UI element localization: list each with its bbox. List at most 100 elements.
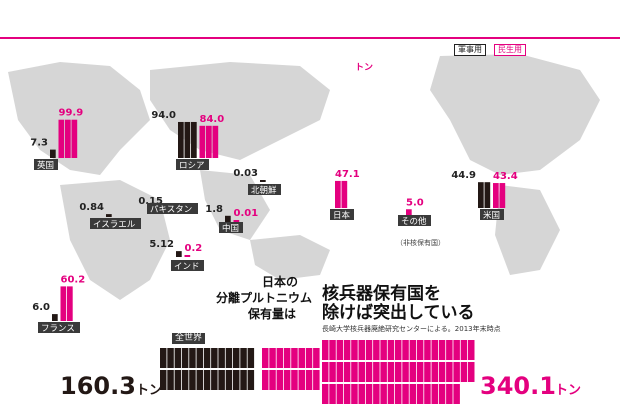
world-label: 全世界 [172,333,206,344]
bar-civilian-col-0 [335,180,341,208]
barrel-military [167,348,174,368]
value-label-military: 44.9 [451,170,476,181]
country-label-bg [34,159,58,170]
barrel-civilian [424,340,431,360]
barrel-military [203,348,211,368]
country-label-bg [219,222,243,233]
value-label-civilian: 60.2 [61,274,86,285]
country-label: パキスタン [150,205,192,215]
barrel-civilian [351,362,358,382]
barrel-military [218,370,225,390]
country-group: 5.12 0.2 インド [149,239,204,272]
other-note: （非核保有国） [396,239,445,247]
country-group: 47.1 日本 [330,169,360,221]
bar-civilian-col-1 [67,286,73,321]
barrel-military [203,370,211,390]
barrel-civilian [402,362,409,382]
value-label-military: 1.8 [205,204,223,215]
map-landmass-4 [250,235,330,280]
map-landmass-6 [495,185,560,275]
country-group: 94.0 84.0 ロシア [151,110,224,171]
barrel-civilian [291,348,298,368]
barrel-civilian [365,340,373,360]
civilian-total-unit: トン [555,383,582,398]
barrel-civilian [276,370,284,390]
country-group: 5.0 その他 [398,197,431,227]
bar-military-col-0 [50,149,56,158]
bar-military-col-0 [225,215,231,222]
headline-line-2: 分離プルトニウム [216,291,313,305]
barrel-military [181,348,189,368]
barrel-civilian [351,384,358,404]
country-label: ロシア [179,161,205,171]
barrel-civilian [329,362,336,382]
source-note: 長崎大学核兵器廃絶研究センターによる。2013年末時点 [322,325,501,333]
barrel-military [218,348,225,368]
barrel-civilian [409,362,417,382]
barrel-military [196,370,203,390]
title-line-2: 除けば突出している [322,303,475,323]
barrel-civilian [291,370,298,390]
barrel-civilian [262,348,269,368]
barrel-civilian [460,340,468,360]
barrel-civilian [380,384,387,404]
bar-military-col-0 [106,214,112,217]
barrel-civilian [329,384,336,404]
bar-civilian-col-0 [60,286,67,321]
barrel-civilian [322,340,329,360]
country-group: 6.0 60.2 フランス [32,274,85,334]
barrel-civilian [262,370,269,390]
bar-civilian-col-0 [493,183,499,208]
title-line-1: 核兵器保有国を [322,284,441,304]
barrel-military [167,370,174,390]
barrel-military [174,370,182,390]
barrel-military [211,370,218,390]
barrel-civilian [395,340,402,360]
country-label-bg [176,159,209,170]
bar-civilian-col-0 [406,209,412,215]
bar-military-col-1 [484,182,491,208]
barrel-civilian [373,340,380,360]
barrel-civilian [395,362,402,382]
bar-civilian-col-2 [71,119,78,158]
barrel-civilian [322,384,329,404]
value-label-civilian: 0.2 [185,243,203,254]
barrel-civilian [438,362,446,382]
country-group: 1.8 0.01 中国 [205,204,258,234]
barrel-civilian [387,340,395,360]
bar-civilian-col-0 [233,220,240,222]
bar-military-col-1 [184,121,191,158]
value-label-civilian: 5.0 [406,197,424,208]
barrel-civilian [409,384,417,404]
barrel-civilian [365,384,373,404]
barrel-military [196,348,203,368]
country-label: イスラエル [93,220,136,230]
barrel-civilian [283,348,291,368]
civilian-total: 340.1 [480,372,556,400]
barrel-civilian [365,362,373,382]
barrel-civilian [431,340,438,360]
barrel-military [181,370,189,390]
country-label-bg [147,203,198,214]
top-rule [0,37,620,39]
barrel-military [247,370,255,390]
country-label: 英国 [37,160,54,171]
barrel-civilian [453,340,460,360]
country-label: その他 [401,216,427,227]
bar-military-col-0 [52,314,58,321]
barrel-civilian [431,362,438,382]
country-group: 7.3 99.9 英国 [30,108,83,171]
barrel-military [233,348,240,368]
barrel-military [174,348,182,368]
bar-civilian-col-0 [184,255,191,257]
barrel-civilian [453,362,460,382]
country-label-bg [90,218,141,229]
country-group: 0.84 イスラエル [79,202,141,230]
value-label-civilian: 84.0 [200,114,225,125]
barrel-civilian [424,384,431,404]
value-label-military: 0.03 [233,168,258,179]
barrel-civilian [343,384,351,404]
barrel-civilian [313,348,320,368]
